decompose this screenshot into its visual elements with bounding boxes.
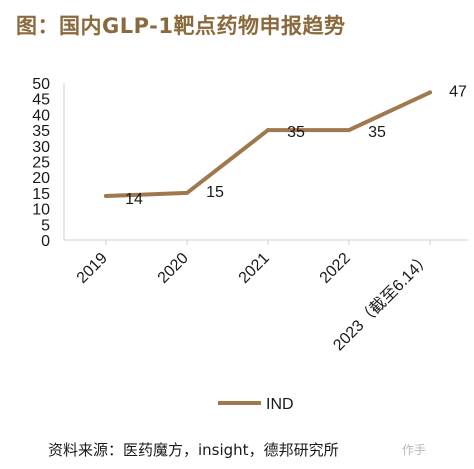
y-tick-label: 10 — [32, 202, 50, 219]
data-label: 47 — [449, 83, 467, 100]
y-tick-label: 40 — [32, 107, 50, 124]
x-tick-label: 2020 — [155, 250, 192, 287]
y-tick-label: 0 — [41, 233, 50, 250]
x-tick-label: 2019 — [74, 250, 111, 287]
data-label: 35 — [287, 124, 305, 141]
data-label: 15 — [206, 184, 224, 201]
y-tick-label: 5 — [41, 217, 50, 234]
x-tick-label: 2021 — [236, 250, 273, 287]
y-tick-label: 45 — [32, 92, 50, 109]
y-tick-label: 30 — [32, 139, 50, 156]
data-label: 35 — [368, 124, 386, 141]
legend-label-ind: IND — [266, 396, 294, 413]
data-point — [347, 128, 351, 133]
y-tick-label: 25 — [32, 155, 50, 172]
x-tick-label: 2022 — [317, 250, 354, 287]
data-point — [185, 190, 189, 195]
y-tick-label: 15 — [32, 186, 50, 203]
y-tick-label: 20 — [32, 170, 50, 187]
chart-title: 图：国内GLP-1靶点药物申报趋势 — [16, 14, 346, 38]
y-tick-label: 50 — [32, 76, 50, 93]
data-point — [266, 128, 270, 133]
data-label: 14 — [125, 191, 143, 208]
series-line-ind — [104, 90, 432, 199]
data-point — [428, 90, 432, 95]
watermark-text: 作手 — [402, 443, 427, 457]
y-tick-label: 35 — [32, 123, 50, 140]
data-point — [104, 194, 108, 199]
source-note: 资料来源：医药魔方，insight，德邦研究所 — [48, 441, 339, 459]
